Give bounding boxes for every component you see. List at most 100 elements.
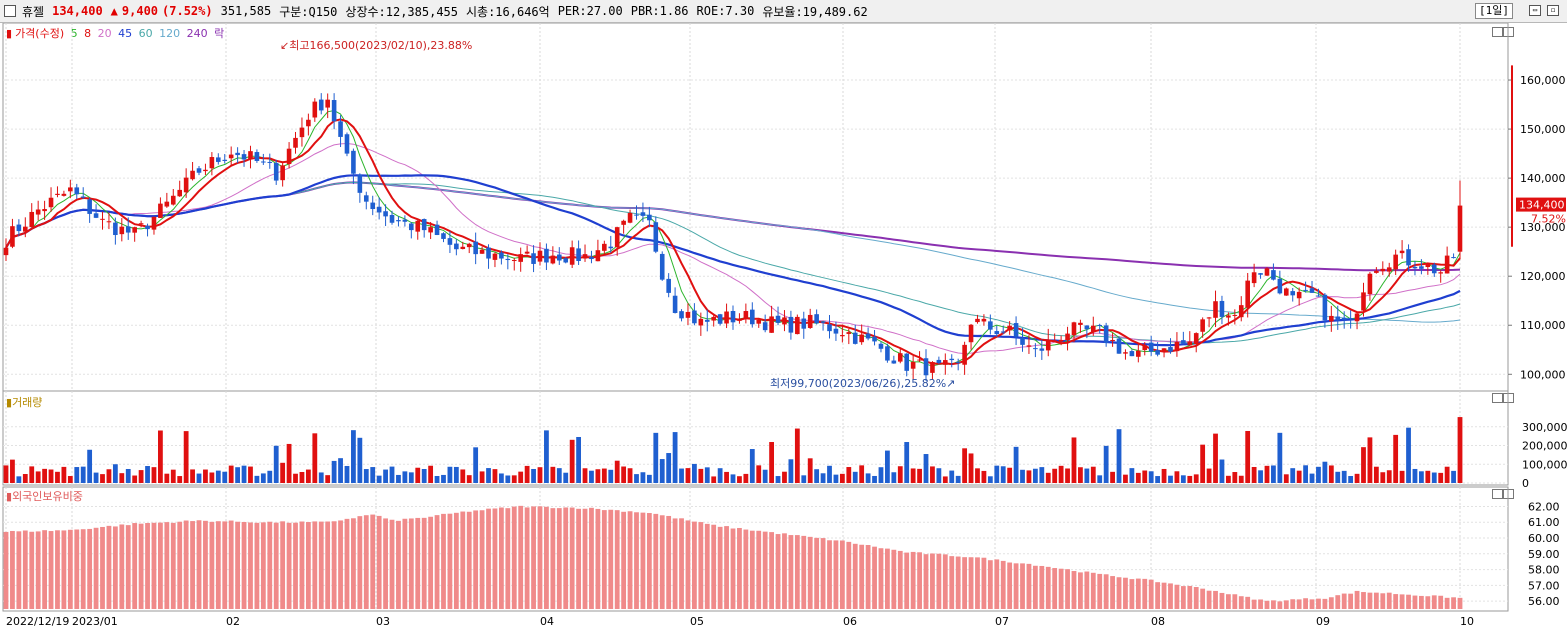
candle-body [891, 360, 897, 364]
candle-body [1296, 291, 1302, 299]
foreign-bar [1309, 599, 1315, 609]
date-tick-label: 10 [1460, 615, 1474, 628]
foreign-bar [453, 512, 459, 609]
volume-bar [3, 465, 9, 483]
volume-bar [1316, 466, 1321, 483]
foreign-tick-label: 59.00 [1528, 548, 1560, 561]
foreign-bar [563, 507, 569, 609]
volume-bar [756, 465, 762, 483]
foreign-bar [1219, 592, 1225, 609]
candle-body [1148, 342, 1154, 352]
market-cap: 시총:16,646억 [466, 4, 550, 19]
volume-bar [691, 463, 697, 483]
foreign-bar [280, 521, 286, 609]
volume-bar [260, 473, 266, 483]
volume-bar [962, 448, 968, 483]
candle-body [737, 319, 742, 321]
legend-foreign: 외국인보유비중 [12, 490, 83, 503]
volume-bar [942, 476, 948, 483]
volume-bar [344, 465, 350, 483]
foreign-bar [518, 505, 524, 609]
volume-bar [1193, 474, 1199, 483]
current-price: 134,400 [52, 4, 103, 18]
foreign-bar [376, 515, 382, 609]
volume-bar [782, 471, 787, 483]
volume-bar [318, 472, 324, 483]
foreign-bar [679, 518, 684, 609]
foreign-legend: ▮외국인보유비중 [6, 490, 83, 503]
candle-body [981, 318, 987, 322]
panel-foreign-minimize-icon[interactable] [1492, 489, 1503, 499]
volume-bar [1367, 437, 1373, 483]
maximize-icon[interactable]: ◻ [1547, 5, 1559, 16]
volume-bar [1213, 433, 1218, 483]
foreign-bar [1000, 560, 1006, 609]
candle-body [1000, 331, 1006, 333]
checkbox[interactable] [4, 5, 16, 17]
foreign-bar [112, 526, 118, 609]
volume-bar [544, 430, 549, 483]
foreign-bar [42, 530, 48, 609]
candle-body [659, 253, 665, 280]
volume-bar [325, 475, 331, 483]
volume-bar [589, 470, 594, 483]
candle-body [878, 343, 884, 349]
volume-bar [730, 474, 736, 483]
foreign-bar [627, 511, 633, 609]
candle-body [209, 157, 215, 169]
section-info: 구분:Q150 [279, 4, 338, 19]
foreign-tick-label: 57.00 [1528, 579, 1560, 592]
candle-body [531, 253, 536, 264]
volume-bar [1238, 475, 1244, 483]
panel-volume-minimize-icon[interactable] [1492, 393, 1503, 403]
foreign-bar [344, 518, 350, 609]
foreign-bar [222, 521, 228, 609]
foreign-bar [1052, 568, 1058, 609]
foreign-bar [910, 551, 916, 609]
volume-bar [1322, 461, 1328, 483]
panel-price-minimize-icon[interactable] [1492, 27, 1503, 37]
candle-body [595, 250, 601, 262]
volume-bar [1296, 470, 1302, 483]
foreign-bar [1245, 596, 1251, 609]
ma240-line [5, 181, 1461, 272]
candle-body [428, 227, 433, 233]
restore-icon[interactable]: ▭ [1529, 5, 1541, 16]
foreign-bar [1296, 599, 1302, 609]
volume-bar [16, 476, 22, 483]
candle-body [1219, 300, 1225, 317]
foreign-bar [1457, 597, 1463, 609]
foreign-bar [441, 513, 446, 609]
foreign-bar [1174, 584, 1180, 609]
foreign-bar [132, 523, 138, 609]
price-change: 9,400 [121, 4, 159, 18]
volume-bar [177, 476, 183, 483]
foreign-bar [1451, 597, 1456, 609]
volume-bar [1090, 466, 1096, 483]
foreign-bar [1431, 595, 1437, 609]
candle-body [74, 187, 80, 195]
volume-bar [621, 466, 627, 483]
candle-body [988, 321, 993, 330]
foreign-bar [634, 512, 639, 609]
foreign-bar [1007, 562, 1013, 609]
foreign-bar [1283, 600, 1289, 609]
volume-bar [248, 466, 253, 483]
candle-body [1213, 301, 1218, 318]
legend-ma60: 60 [138, 27, 153, 40]
foreign-bar [1187, 585, 1193, 609]
candle-body [852, 332, 858, 344]
volume-bar [930, 466, 935, 483]
high-annotation: ↙최고166,500(2023/02/10),23.88% [280, 39, 472, 52]
candle-body [769, 316, 774, 333]
period-selector[interactable]: [1일] [1475, 3, 1513, 19]
volume-bar [1123, 474, 1128, 483]
candle-body [35, 209, 41, 215]
candle-body [235, 152, 240, 156]
foreign-bar [158, 522, 163, 609]
candle-body [318, 99, 324, 111]
volume-bar [100, 474, 105, 483]
candle-body [145, 225, 150, 230]
volume-bar [447, 466, 453, 483]
candle-body [1335, 316, 1341, 321]
